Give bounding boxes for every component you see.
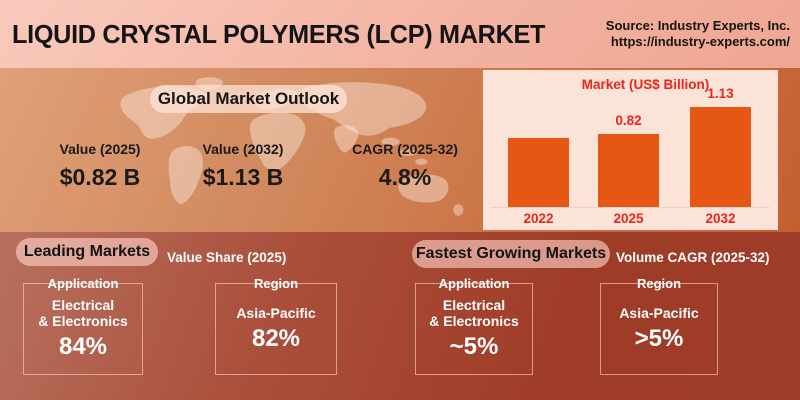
header-bar: LIQUID CRYSTAL POLYMERS (LCP) MARKET Sou… xyxy=(0,0,800,68)
box-value: ~5% xyxy=(449,333,499,360)
stat-value-2025: Value (2025) $0.82 B xyxy=(20,141,180,191)
page-title: LIQUID CRYSTAL POLYMERS (LCP) MARKET xyxy=(12,18,546,49)
box-value: 84% xyxy=(58,333,108,360)
source-block: Source: Industry Experts, Inc. https://i… xyxy=(606,18,790,50)
stat-label: Value (2032) xyxy=(202,141,284,157)
stat-value-2032: Value (2032) $1.13 B xyxy=(173,141,313,191)
bar-2032 xyxy=(690,107,751,207)
bar-column-2025: 0.82 2025 xyxy=(598,70,659,226)
source-url: https://industry-experts.com/ xyxy=(610,34,790,49)
leading-application-box: Application Electrical & Electronics 84% xyxy=(23,276,143,375)
box-label: Region xyxy=(636,276,682,291)
box-label: Application xyxy=(47,276,119,291)
stat-value: $0.82 B xyxy=(59,164,141,190)
bar-year-label: 2032 xyxy=(705,211,736,226)
box-line: & Electronics xyxy=(429,313,519,329)
market-bar-chart: Market (US$ Billion) 2022 0.82 2025 1.13 xyxy=(483,70,778,230)
stat-value: 4.8% xyxy=(378,164,432,190)
bar-year-label: 2022 xyxy=(523,211,554,226)
volume-cagr-subtitle: Volume CAGR (2025-32) xyxy=(616,250,770,265)
fastest-application-box: Application Electrical & Electronics ~5% xyxy=(415,276,533,375)
box-line: Electrical xyxy=(442,297,506,313)
bar-2025 xyxy=(598,134,659,207)
fastest-region-box: Region Asia-Pacific >5% xyxy=(600,276,718,375)
source-text: Source: Industry Experts, Inc. xyxy=(605,18,790,33)
stat-label: Value (2025) xyxy=(59,141,141,157)
box-line: Electrical xyxy=(51,297,115,313)
bar-column-2032: 1.13 2032 xyxy=(690,70,751,226)
bar-2022 xyxy=(508,138,569,207)
bar-value-label: 1.13 xyxy=(707,86,734,101)
box-value: 82% xyxy=(251,325,301,352)
box-line: Asia-Pacific xyxy=(236,305,316,321)
leading-region-box: Region Asia-Pacific 82% xyxy=(215,276,337,375)
leading-markets-badge: Leading Markets xyxy=(16,238,158,266)
bar-year-label: 2025 xyxy=(613,211,644,226)
chart-title: Market (US$ Billion) xyxy=(581,77,710,92)
value-share-subtitle: Value Share (2025) xyxy=(167,250,287,265)
bar-value-label: 0.82 xyxy=(615,113,642,128)
fastest-growing-markets-badge: Fastest Growing Markets xyxy=(412,240,610,268)
box-line: & Electronics xyxy=(38,313,128,329)
markets-summary-section: Leading Markets Value Share (2025) Appli… xyxy=(0,232,800,400)
box-label: Region xyxy=(253,276,299,291)
stat-value: $1.13 B xyxy=(202,164,284,190)
box-label: Application xyxy=(438,276,510,291)
chart-baseline xyxy=(491,207,770,208)
box-line: Asia-Pacific xyxy=(619,305,699,321)
global-outlook-section: Global Market Outlook Value (2025) $0.82… xyxy=(0,68,800,232)
stat-label: CAGR (2025-32) xyxy=(352,141,458,157)
stat-cagr: CAGR (2025-32) 4.8% xyxy=(330,141,480,191)
bar-column-2022: 2022 xyxy=(508,70,569,226)
box-value: >5% xyxy=(634,325,684,352)
global-market-outlook-badge: Global Market Outlook xyxy=(150,85,347,113)
